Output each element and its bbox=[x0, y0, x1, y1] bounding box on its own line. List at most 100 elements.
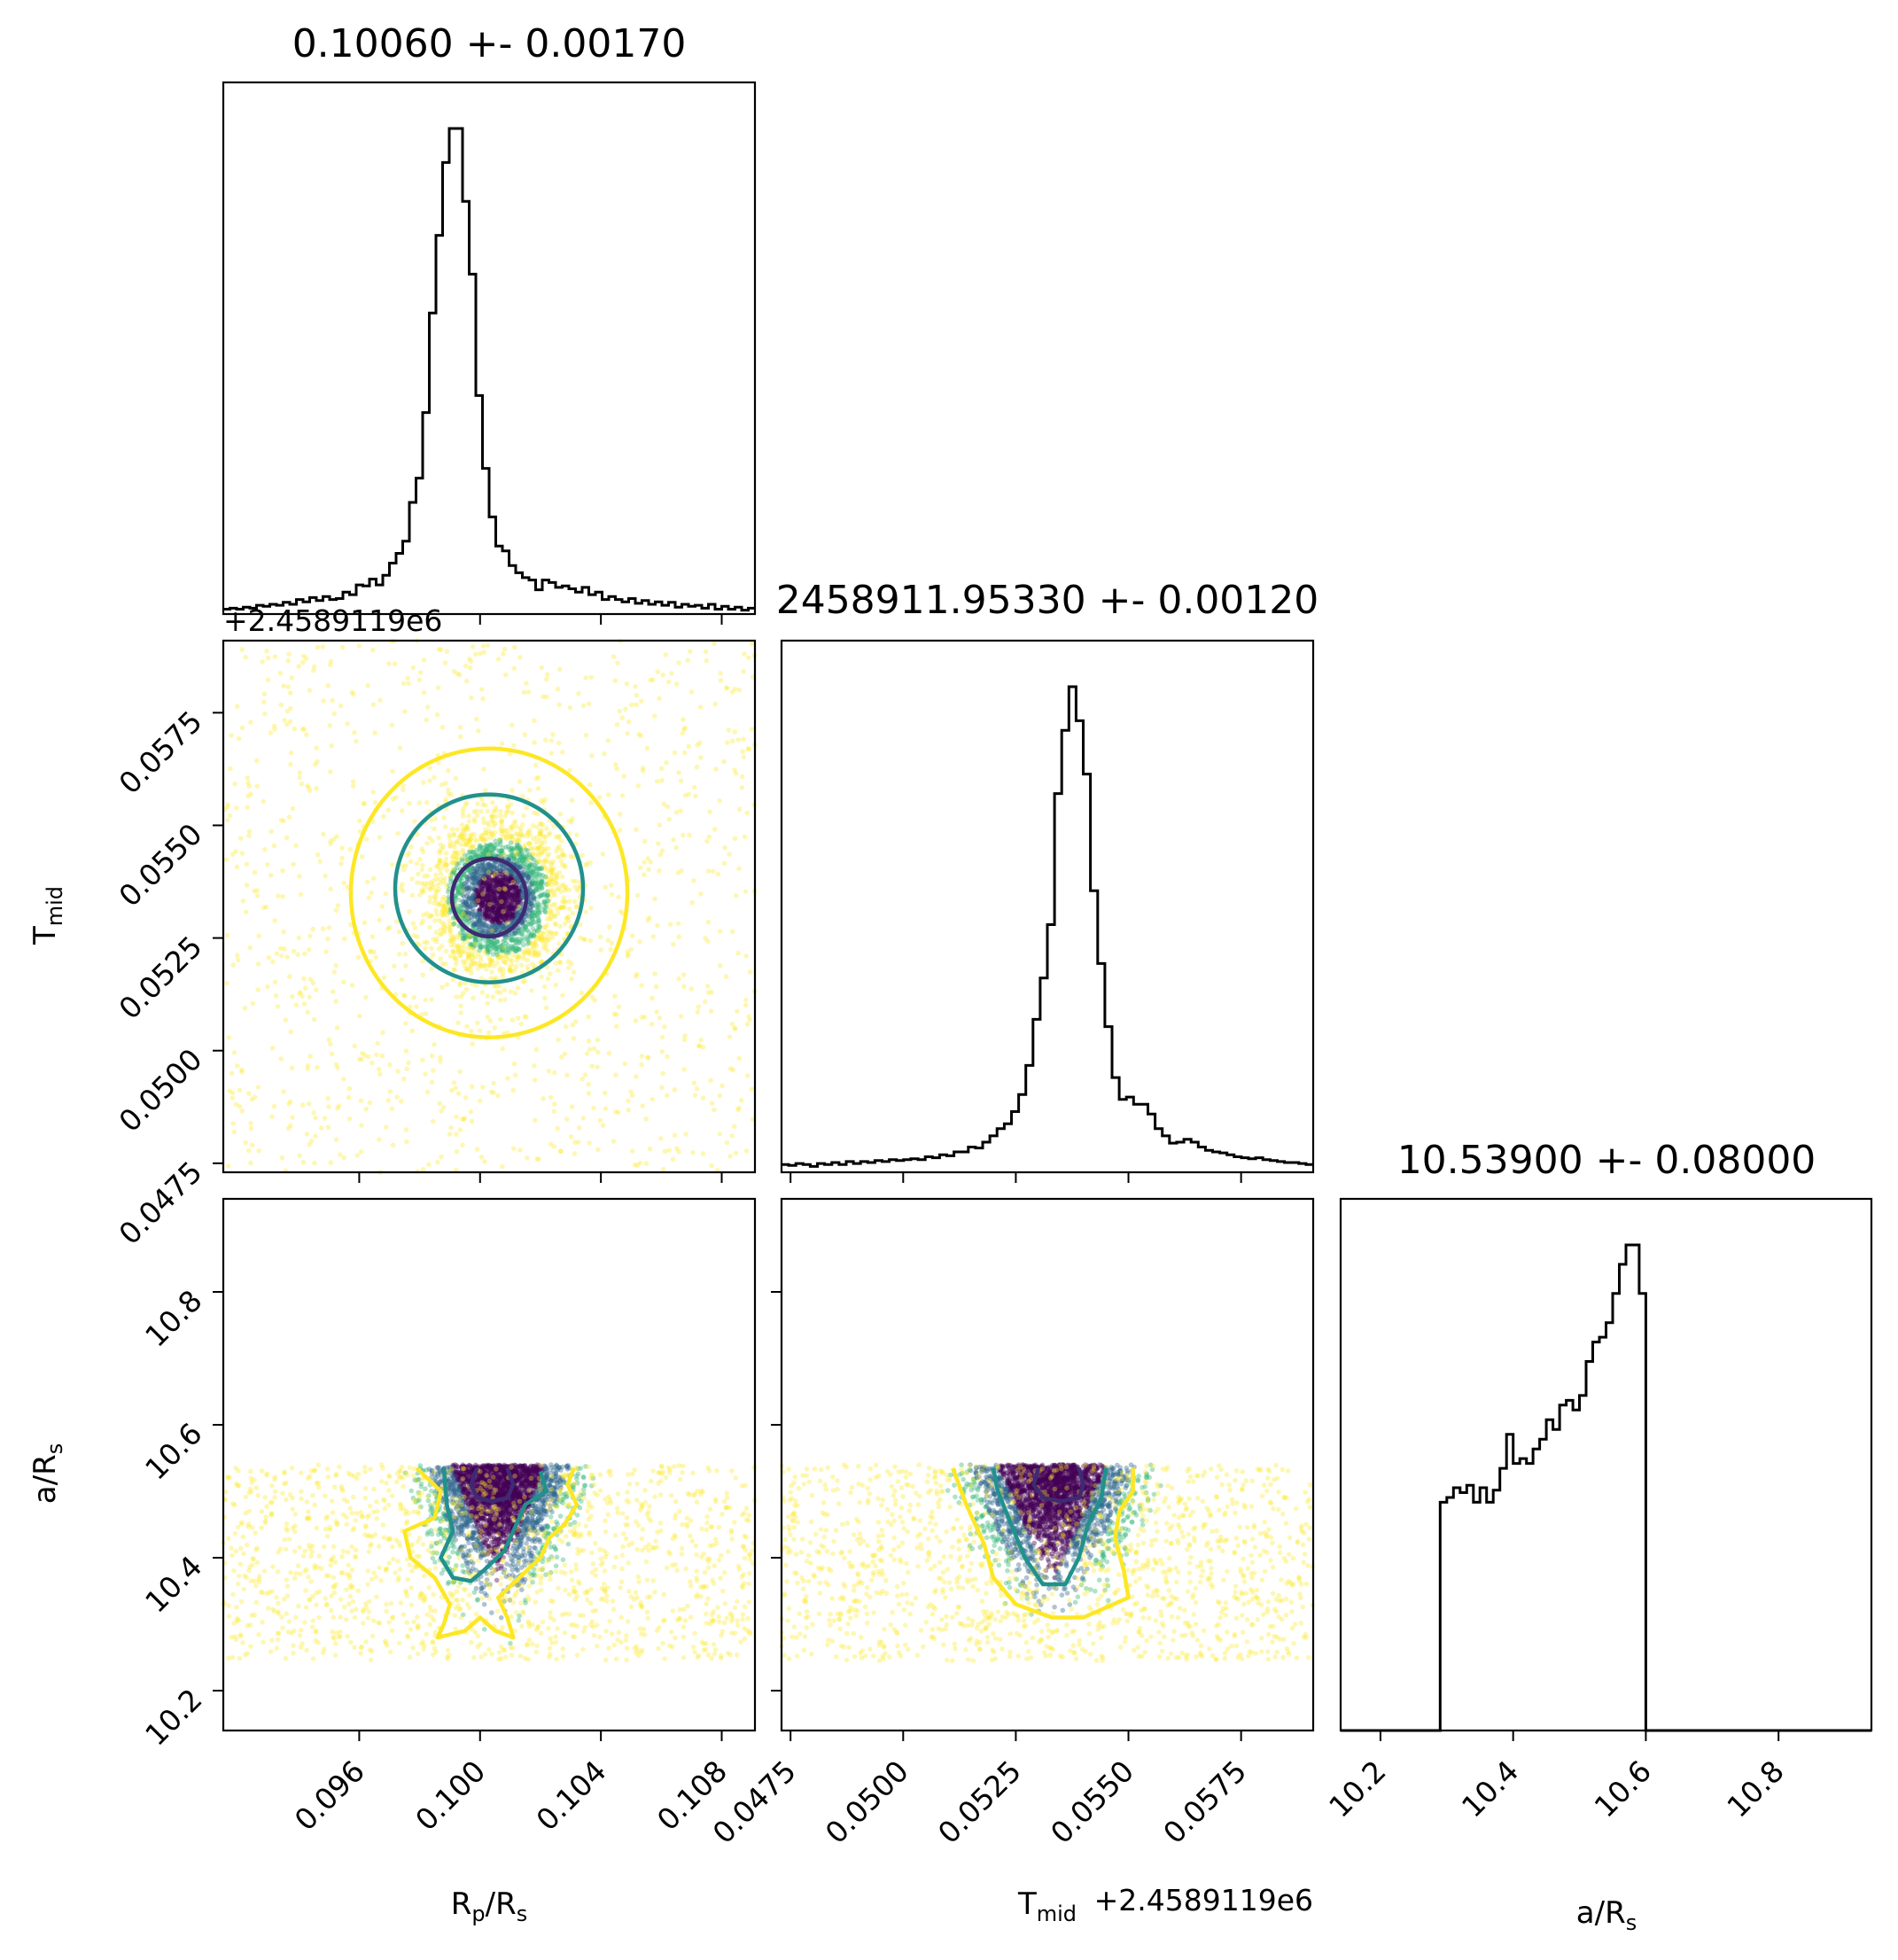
scatter-point-tmid-rp bbox=[269, 1046, 276, 1051]
scatter-point-tmid-rp bbox=[528, 914, 533, 919]
scatter-point-tmid-rp bbox=[331, 836, 337, 842]
scatter-point-tmid-rp bbox=[449, 871, 455, 876]
scatter-point-tmid-rp bbox=[614, 1023, 619, 1030]
scatter-point-tmid-rp bbox=[338, 1152, 343, 1157]
scatter-point-tmid-rp bbox=[615, 660, 620, 666]
scatter-point-tmid-rp bbox=[331, 711, 338, 717]
scatter-point-tmid-rp bbox=[480, 944, 486, 949]
scatter-point-tmid-rp bbox=[496, 902, 502, 908]
scatter-point-tmid-rp bbox=[526, 891, 533, 897]
scatter-point-tmid-rp bbox=[481, 919, 487, 924]
scatter-point-tmid-rp bbox=[642, 872, 647, 878]
scatter-point-tmid-rp bbox=[386, 924, 393, 930]
scatter-point-tmid-rp bbox=[469, 832, 474, 837]
scatter-point-tmid-rp bbox=[328, 886, 334, 892]
scatter-point-tmid-rp bbox=[530, 852, 535, 858]
scatter-point-tmid-rp bbox=[477, 894, 482, 899]
scatter-point-tmid-rp bbox=[544, 676, 549, 682]
scatter-point-tmid-rp bbox=[457, 953, 463, 958]
scatter-point-tmid-rp bbox=[711, 868, 716, 875]
scatter-point-tmid-rp bbox=[660, 1166, 666, 1172]
scatter-point-tmid-rp bbox=[320, 926, 326, 931]
scatter-point-tmid-rp bbox=[377, 1071, 383, 1077]
scatter-point-tmid-rp bbox=[421, 689, 427, 696]
scatter-point-tmid-rp bbox=[474, 911, 480, 917]
scatter-point-tmid-rp bbox=[572, 1019, 579, 1024]
scatter-point-tmid-rp bbox=[440, 844, 447, 850]
scatter-point-tmid-rp bbox=[470, 844, 475, 851]
scatter-point-tmid-rp bbox=[491, 808, 496, 814]
scatter-point-tmid-rp bbox=[567, 767, 572, 773]
scatter-point-tmid-rp bbox=[488, 927, 494, 932]
scatter-point-tmid-rp bbox=[377, 697, 383, 703]
scatter-point-tmid-rp bbox=[515, 985, 521, 991]
scatter-point-tmid-rp bbox=[468, 970, 474, 976]
scatter-point-tmid-rp bbox=[433, 907, 439, 914]
scatter-point-tmid-rp bbox=[327, 722, 333, 728]
scatter-point-tmid-rp bbox=[452, 967, 457, 973]
scatter-point-tmid-rp bbox=[539, 865, 544, 871]
scatter-point-tmid-rp bbox=[518, 962, 525, 968]
scatter-point-tmid-rp bbox=[248, 719, 253, 725]
scatter-point-tmid-rp bbox=[584, 860, 589, 867]
scatter-point-tmid-rp bbox=[417, 670, 424, 675]
scatter-point-tmid-rp bbox=[487, 842, 493, 847]
scatter-point-tmid-rp bbox=[429, 913, 434, 919]
scatter-point-tmid-rp bbox=[502, 907, 509, 913]
scatter-point-tmid-rp bbox=[500, 891, 505, 897]
scatter-point-tmid-rp bbox=[373, 954, 379, 961]
scatter-point-tmid-rp bbox=[379, 904, 385, 909]
scatter-point-tmid-rp bbox=[498, 894, 503, 899]
scatter-point-tmid-rp bbox=[243, 1139, 249, 1146]
scatter-point-tmid-rp bbox=[556, 870, 563, 875]
scatter-point-tmid-rp bbox=[494, 912, 500, 917]
scatter-point-tmid-rp bbox=[509, 892, 515, 898]
scatter-point-tmid-rp bbox=[482, 914, 487, 920]
scatter-point-tmid-rp bbox=[503, 925, 509, 931]
scatter-point-tmid-rp bbox=[539, 866, 545, 872]
scatter-point-tmid-rp bbox=[600, 852, 606, 857]
scatter-point-tmid-rp bbox=[522, 732, 528, 737]
scatter-point-tmid-rp bbox=[454, 961, 459, 967]
scatter-point-tmid-rp bbox=[496, 912, 502, 918]
scatter-point-tmid-rp bbox=[286, 651, 292, 657]
scatter-point-tmid-rp bbox=[502, 934, 509, 939]
scatter-point-tmid-rp bbox=[338, 703, 344, 709]
scatter-point-tmid-rp bbox=[510, 905, 515, 911]
scatter-point-tmid-rp bbox=[333, 1062, 339, 1068]
scatter-point-tmid-rp bbox=[287, 974, 292, 979]
scatter-point-tmid-rp bbox=[517, 825, 524, 831]
scatter-point-tmid-rp bbox=[510, 839, 517, 844]
scatter-point-tmid-rp bbox=[255, 1085, 261, 1090]
scatter-point-tmid-rp bbox=[645, 917, 651, 923]
scatter-point-tmid-rp bbox=[288, 761, 293, 767]
scatter-point-tmid-rp bbox=[564, 885, 569, 891]
scatter-point-tmid-rp bbox=[497, 868, 502, 875]
scatter-point-tmid-rp bbox=[704, 657, 710, 664]
scatter-point-tmid-rp bbox=[603, 1106, 609, 1111]
scatter-point-tmid-rp bbox=[461, 813, 466, 819]
scatter-point-tmid-rp bbox=[451, 922, 456, 927]
scatter-point-tmid-rp bbox=[624, 681, 630, 687]
scatter-point-tmid-rp bbox=[507, 957, 513, 962]
scatter-point-tmid-rp bbox=[266, 954, 272, 961]
scatter-point-tmid-rp bbox=[587, 937, 594, 944]
scatter-point-tmid-rp bbox=[539, 876, 545, 883]
scatter-point-tmid-rp bbox=[416, 800, 423, 805]
scatter-point-tmid-rp bbox=[423, 945, 429, 952]
scatter-point-tmid-rp bbox=[334, 1025, 340, 1031]
scatter-point-tmid-rp bbox=[682, 725, 688, 731]
scatter-point-tmid-rp bbox=[571, 1036, 577, 1041]
scatter-point-tmid-rp bbox=[648, 859, 654, 865]
scatter-point-tmid-rp bbox=[499, 831, 504, 837]
scatter-point-tmid-rp bbox=[488, 960, 494, 966]
scatter-point-tmid-rp bbox=[341, 1155, 347, 1161]
scatter-point-tmid-rp bbox=[522, 861, 528, 867]
scatter-point-tmid-rp bbox=[422, 874, 428, 879]
scatter-point-tmid-rp bbox=[586, 1081, 592, 1087]
scatter-point-tmid-rp bbox=[717, 797, 722, 804]
scatter-point-tmid-rp bbox=[526, 852, 533, 858]
scatter-point-tmid-rp bbox=[657, 867, 662, 874]
scatter-point-tmid-rp bbox=[500, 974, 506, 979]
